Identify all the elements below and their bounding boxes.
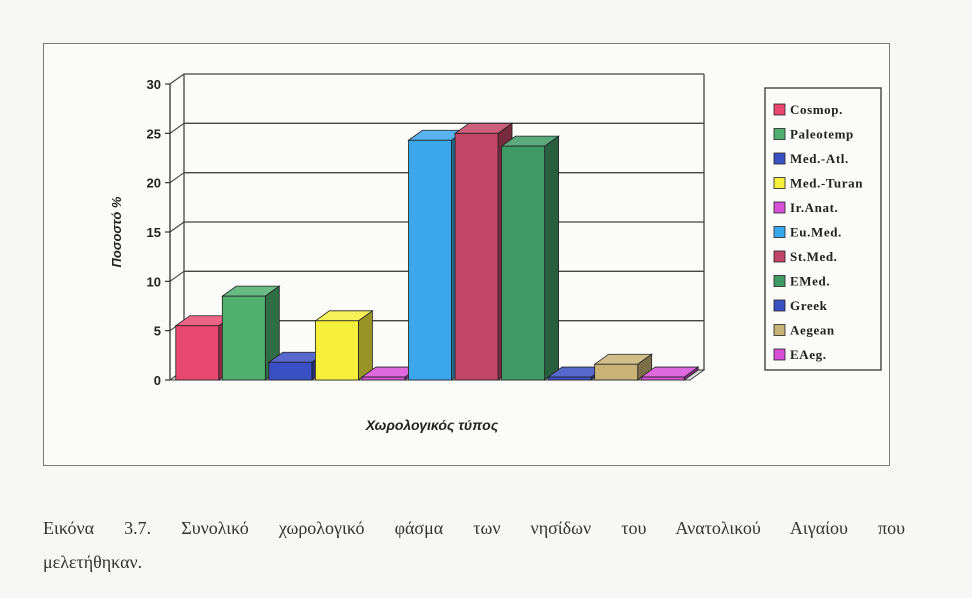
y-axis-title: Ποσοστό % [109,196,124,267]
y-tick-label: 30 [147,77,161,92]
gridline-side [169,172,185,184]
legend-swatch [773,152,786,165]
legend-swatch [773,299,786,312]
gridline-side [169,221,185,233]
legend-swatch [773,201,786,214]
bar-st-med [454,132,499,381]
figure-caption: Εικόνα 3.7. Συνολικό χωρολογικό φάσμα τω… [43,511,905,579]
bar-paleotemp [221,295,266,381]
legend-label: EMed. [790,274,830,289]
legend-swatch [773,250,786,263]
caption-line-2: μελετήθηκαν. [43,552,143,572]
legend-swatch [773,226,786,238]
caption-line-1: Εικόνα 3.7. Συνολικό χωρολογικό φάσμα τω… [43,518,905,538]
bar-cosmop [175,325,220,381]
y-tick-label: 15 [147,225,161,240]
legend-label: Greek [790,298,828,313]
bar-ir-anat [361,376,406,381]
bar-emed-side [544,135,559,381]
gridline-side [169,270,185,282]
bar-eaeg [640,376,685,381]
y-tick-label: 20 [147,176,161,191]
bar-aegean [594,363,639,381]
legend-label: Ir.Anat. [790,200,838,215]
legend-swatch [773,128,786,140]
legend-label: Med.-Turan [790,176,863,191]
legend-label: Eu.Med. [790,225,842,240]
gridline-side [169,122,185,134]
legend-label: Aegean [790,323,835,338]
gridline-side [169,73,185,85]
legend-swatch [773,103,786,116]
legend-swatch [773,275,786,287]
bar-eu-med [408,139,452,381]
legend-label: Med.-Atl. [790,151,849,166]
bar-med-atl [268,361,313,381]
y-tick-label: 25 [147,126,161,141]
legend-label: EAeg. [790,347,827,362]
y-tick-label: 0 [154,373,161,388]
x-axis-title: Χωρολογικός τύπος [365,417,499,433]
bar-emed [501,145,545,381]
legend-swatch [773,324,786,336]
y-tick-label: 10 [147,274,161,289]
bar-med-turan-side [358,310,373,381]
legend-label: Paleotemp [790,127,854,142]
y-tick-label: 5 [154,324,161,339]
bar-greek [547,376,592,381]
bar-med-turan [315,320,359,381]
legend-swatch [773,348,786,361]
legend-label: St.Med. [790,249,838,264]
legend-swatch [773,177,786,189]
legend-label: Cosmop. [790,102,843,117]
